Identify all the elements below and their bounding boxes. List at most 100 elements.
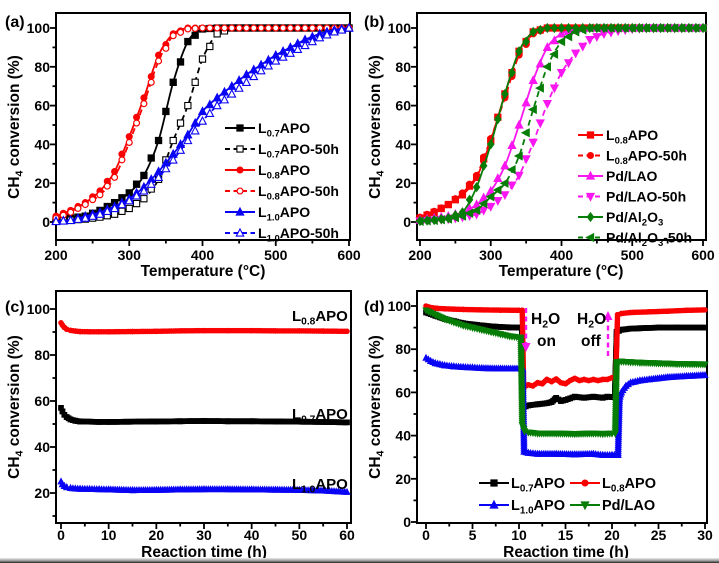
svg-text:L0.8APO: L0.8APO bbox=[258, 162, 310, 182]
svg-text:(a): (a) bbox=[5, 14, 25, 31]
axes-ticks-d bbox=[411, 305, 706, 529]
series-a-L10APO-50h bbox=[51, 22, 354, 226]
svg-text:10: 10 bbox=[511, 527, 527, 543]
svg-text:CH4 conversion (%): CH4 conversion (%) bbox=[367, 335, 387, 479]
svg-text:600: 600 bbox=[691, 247, 715, 263]
svg-text:(d): (d) bbox=[364, 299, 384, 316]
svg-text:L0.7APO: L0.7APO bbox=[258, 120, 310, 140]
svg-text:20: 20 bbox=[604, 527, 620, 543]
svg-text:15: 15 bbox=[558, 527, 574, 543]
svg-text:CH4 conversion (%): CH4 conversion (%) bbox=[367, 55, 387, 199]
svg-text:10: 10 bbox=[101, 527, 117, 543]
svg-text:L1.0APO: L1.0APO bbox=[292, 476, 348, 496]
svg-text:60: 60 bbox=[34, 393, 50, 409]
plot-border-d bbox=[416, 290, 708, 524]
svg-text:L0.8APO-50h: L0.8APO-50h bbox=[606, 148, 687, 168]
axes-ticks-c bbox=[50, 308, 348, 529]
svg-text:300: 300 bbox=[118, 247, 142, 263]
svg-text:25: 25 bbox=[651, 527, 667, 543]
svg-text:60: 60 bbox=[34, 98, 50, 114]
svg-text:(c): (c) bbox=[5, 299, 25, 316]
svg-text:L1.0APO: L1.0APO bbox=[511, 498, 565, 517]
svg-text:60: 60 bbox=[395, 98, 411, 114]
svg-text:H2O: H2O bbox=[531, 311, 560, 331]
panel-d: 0 5 10 15 20 25 30 0 20 40 60 80 100 Reaction time (h… bbox=[364, 290, 713, 561]
svg-text:L1.0APO-50h: L1.0APO-50h bbox=[258, 225, 339, 245]
svg-text:on: on bbox=[537, 333, 556, 350]
svg-text:0: 0 bbox=[422, 527, 430, 543]
panel-a: 200 300 400 500 600 0 20 40 60 80 100 Temperature (… bbox=[5, 12, 361, 280]
svg-text:200: 200 bbox=[44, 247, 68, 263]
svg-text:CH4 conversion (%): CH4 conversion (%) bbox=[6, 335, 26, 479]
panel-b: 200 300 400 500 600 0 20 40 60 80 100 Temperature (… bbox=[364, 12, 715, 280]
svg-text:100: 100 bbox=[27, 20, 51, 36]
svg-text:Pd/Al2O3: Pd/Al2O3 bbox=[606, 209, 663, 229]
svg-text:80: 80 bbox=[395, 341, 411, 357]
svg-text:Reaction time (h): Reaction time (h) bbox=[141, 544, 267, 561]
svg-text:Pd/LAO: Pd/LAO bbox=[602, 498, 655, 514]
svg-text:Pd/Al2O3-50h: Pd/Al2O3-50h bbox=[606, 230, 692, 250]
svg-text:20: 20 bbox=[34, 175, 50, 191]
svg-text:30: 30 bbox=[697, 527, 713, 543]
svg-text:600: 600 bbox=[337, 247, 361, 263]
svg-text:20: 20 bbox=[395, 471, 411, 487]
svg-text:20: 20 bbox=[34, 485, 50, 501]
svg-text:80: 80 bbox=[34, 347, 50, 363]
svg-text:40: 40 bbox=[34, 439, 50, 455]
legend-d: L0.7APO L0.8APO L1.0APO Pd/LAO bbox=[479, 476, 656, 517]
svg-text:100: 100 bbox=[388, 20, 412, 36]
series-d-PdLAO bbox=[422, 307, 709, 439]
svg-text:0: 0 bbox=[403, 214, 411, 230]
svg-text:20: 20 bbox=[395, 175, 411, 191]
svg-text:200: 200 bbox=[408, 247, 432, 263]
svg-text:400: 400 bbox=[191, 247, 215, 263]
svg-text:Reaction time (h): Reaction time (h) bbox=[503, 544, 629, 561]
series-b-PdAl2O3-50h bbox=[414, 23, 707, 227]
svg-text:L0.7APO: L0.7APO bbox=[292, 406, 348, 426]
svg-text:Pd/LAO: Pd/LAO bbox=[606, 168, 657, 184]
svg-text:L0.8APO: L0.8APO bbox=[292, 308, 348, 328]
svg-text:off: off bbox=[581, 333, 602, 350]
svg-text:50: 50 bbox=[292, 527, 308, 543]
svg-text:L0.8APO: L0.8APO bbox=[606, 127, 658, 147]
svg-text:0: 0 bbox=[403, 514, 411, 530]
series-c-L10APO bbox=[57, 477, 351, 495]
svg-text:40: 40 bbox=[244, 527, 260, 543]
svg-text:(b): (b) bbox=[364, 14, 384, 31]
window-bottom-edge bbox=[0, 558, 719, 563]
svg-text:500: 500 bbox=[264, 247, 288, 263]
svg-text:60: 60 bbox=[395, 384, 411, 400]
svg-text:L0.7APO-50h: L0.7APO-50h bbox=[258, 141, 339, 161]
svg-text:40: 40 bbox=[395, 428, 411, 444]
annotations-d: H2O on H2O off bbox=[521, 308, 613, 356]
svg-text:Pd/LAO-50h: Pd/LAO-50h bbox=[606, 189, 686, 205]
svg-text:40: 40 bbox=[34, 136, 50, 152]
panel-c: 0 10 20 30 40 50 60 20 40 60 80 100 Reaction time (h… bbox=[5, 290, 355, 561]
svg-text:60: 60 bbox=[339, 527, 355, 543]
svg-text:80: 80 bbox=[395, 59, 411, 75]
axes-ticks-b bbox=[411, 27, 704, 246]
svg-text:40: 40 bbox=[395, 136, 411, 152]
svg-text:300: 300 bbox=[479, 247, 503, 263]
series-c-L07APO bbox=[58, 405, 350, 426]
svg-text:100: 100 bbox=[27, 301, 51, 317]
svg-text:400: 400 bbox=[550, 247, 574, 263]
svg-text:5: 5 bbox=[469, 527, 477, 543]
plot-border-b bbox=[416, 12, 707, 241]
series-c-L08APO bbox=[58, 320, 350, 335]
svg-text:100: 100 bbox=[388, 298, 412, 314]
svg-text:L0.7APO: L0.7APO bbox=[511, 476, 565, 495]
svg-text:L0.8APO: L0.8APO bbox=[602, 476, 656, 495]
svg-text:20: 20 bbox=[149, 527, 165, 543]
svg-text:Temperature (°C): Temperature (°C) bbox=[499, 263, 624, 280]
svg-text:30: 30 bbox=[196, 527, 212, 543]
svg-text:Temperature (°C): Temperature (°C) bbox=[141, 263, 266, 280]
svg-text:L0.8APO-50h: L0.8APO-50h bbox=[258, 183, 339, 203]
svg-text:80: 80 bbox=[34, 59, 50, 75]
svg-text:0: 0 bbox=[57, 527, 65, 543]
svg-text:H2O: H2O bbox=[577, 311, 606, 331]
